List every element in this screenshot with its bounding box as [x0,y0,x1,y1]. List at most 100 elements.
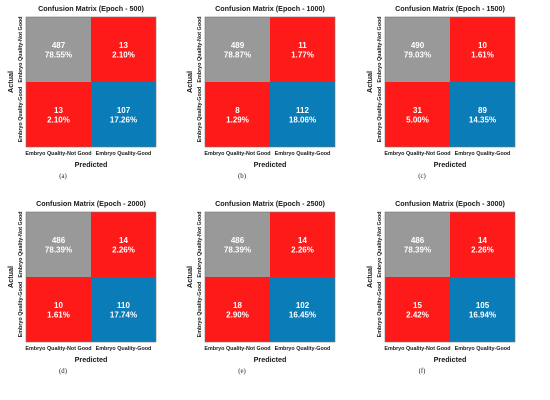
x-tick-label: Embryo Quality-Not Good [25,151,91,157]
cell-percent: 16.94% [469,311,496,320]
cell-percent: 2.26% [291,246,314,255]
cell-percent: 78.55% [45,51,72,60]
cell-percent: 78.39% [404,246,431,255]
cell-count: 10 [54,301,63,310]
y-tick-label: Embryo Quality-Not Good [197,16,203,82]
cell-count: 31 [413,106,422,115]
matrix-cell [270,277,335,342]
panel-title: Confusion Matrix (Epoch - 3000) [395,199,505,208]
x-tick-label: Embryo Quality-Good [275,346,331,352]
cell-percent: 1.61% [471,51,494,60]
matrix-cell [450,82,515,147]
x-axis-label: Predicted [254,160,287,169]
cell-percent: 2.10% [47,116,70,125]
x-axis-label: Predicted [254,355,287,364]
matrix-cell [26,277,91,342]
panel-title: Confusion Matrix (Epoch - 500) [38,4,144,13]
matrix-cell [450,17,515,82]
confusion-matrix-panel: Confusion Matrix (Epoch - 1500) 49079.03%… [365,4,516,180]
x-tick-label: Embryo Quality-Not Good [384,151,450,157]
x-tick-label: Embryo Quality-Good [455,151,511,157]
cell-count: 107 [117,106,131,115]
cell-count: 486 [52,236,66,245]
x-tick-label: Embryo Quality-Good [455,346,511,352]
cell-count: 15 [413,301,422,310]
x-axis-label: Predicted [434,160,467,169]
cell-count: 14 [478,236,487,245]
y-tick-label: Embryo Quality-Good [18,87,24,143]
y-tick-label: Embryo Quality-Good [377,87,383,143]
matrix-cell [205,17,270,82]
panel-caption: (a) [59,173,67,180]
matrix-frame [25,16,157,148]
panel-title: Confusion Matrix (Epoch - 2000) [36,199,146,208]
cell-percent: 5.00% [406,116,429,125]
x-tick-label: Embryo Quality-Not Good [384,346,450,352]
x-tick-label: Embryo Quality-Good [96,346,152,352]
matrix-cell [450,277,515,342]
confusion-matrix-panel: Confusion Matrix (Epoch - 2000) 48678.39%… [6,199,157,375]
panel-title: Confusion Matrix (Epoch - 1500) [395,4,505,13]
cell-percent: 16.45% [289,311,316,320]
cell-count: 13 [119,41,128,50]
cell-count: 14 [119,236,128,245]
y-axis-label: Actual [6,266,15,288]
cell-count: 486 [411,236,425,245]
cell-count: 13 [54,106,63,115]
matrix-cell [385,17,450,82]
matrix-cell [385,212,450,277]
y-tick-label: Embryo Quality-Not Good [18,16,24,82]
y-tick-label: Embryo Quality-Not Good [377,211,383,277]
panel-title: Confusion Matrix (Epoch - 2500) [215,199,325,208]
x-tick-label: Embryo Quality-Not Good [204,346,270,352]
x-axis-label: Predicted [75,160,108,169]
matrix-cell [91,212,156,277]
cell-count: 112 [296,106,309,115]
cell-count: 8 [235,106,240,115]
matrix-cell [205,82,270,147]
cell-count: 489 [231,41,245,50]
y-tick-label: Embryo Quality-Not Good [197,211,203,277]
confusion-matrix-panel: Confusion Matrix (Epoch - 3000) 48678.39%… [365,199,516,375]
x-tick-label: Embryo Quality-Good [275,151,331,157]
matrix-cell [91,17,156,82]
y-tick-label: Embryo Quality-Good [197,87,203,143]
cell-count: 105 [476,301,490,310]
cell-percent: 78.39% [45,246,72,255]
panel-caption: (b) [238,173,246,180]
x-tick-label: Embryo Quality-Not Good [25,346,91,352]
panel-title: Confusion Matrix (Epoch - 1000) [215,4,325,13]
cell-percent: 17.74% [110,311,137,320]
cell-percent: 2.26% [471,246,494,255]
matrix-cell [385,277,450,342]
cell-percent: 2.42% [406,311,429,320]
cell-count: 11 [298,41,307,50]
cell-count: 490 [411,41,425,50]
cell-percent: 1.77% [291,51,314,60]
cell-percent: 14.35% [469,116,496,125]
matrix-cell [91,277,156,342]
x-tick-label: Embryo Quality-Not Good [204,151,270,157]
y-tick-label: Embryo Quality-Not Good [377,16,383,82]
matrix-cell [450,212,515,277]
cell-percent: 17.26% [110,116,137,125]
matrix-cell [205,212,270,277]
matrix-frame [25,211,157,343]
cell-percent: 79.03% [404,51,431,60]
cell-percent: 2.26% [112,246,135,255]
matrix-cell [91,82,156,147]
y-axis-label: Actual [365,71,374,93]
matrix-cell [385,82,450,147]
cell-count: 486 [231,236,245,245]
matrix-frame [204,16,336,148]
cell-count: 110 [117,301,130,310]
cell-percent: 1.61% [47,311,70,320]
y-axis-label: Actual [365,266,374,288]
cell-percent: 18.06% [289,116,316,125]
cell-count: 487 [52,41,66,50]
matrix-cell [26,82,91,147]
panel-caption: (e) [238,368,246,375]
cell-count: 14 [298,236,307,245]
